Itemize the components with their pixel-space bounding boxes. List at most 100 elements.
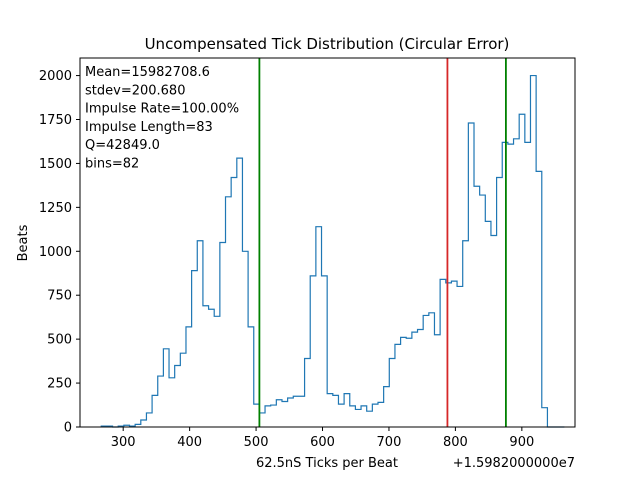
histogram-bin [542,408,548,427]
y-tick-label: 0 [64,421,72,436]
histogram-bin [214,316,220,427]
vertical-markers [258,58,507,427]
stats-annotation: Mean=15982708.6 stdev=200.680 Impulse Rate… [85,65,239,172]
stats-line: Impulse Length=83 [85,120,213,135]
histogram-bin [497,177,503,427]
y-tick-label: 1250 [39,201,72,216]
histogram-bin [203,306,209,427]
histogram-bin [519,114,525,427]
x-tick-label: 600 [310,435,335,450]
y-axis-title: Beats [16,224,31,261]
x-tick-label: 300 [111,435,136,450]
y-tick-label: 1500 [39,157,72,172]
histogram-bin [282,402,288,427]
histogram-bin [327,394,333,427]
histogram-bin [276,400,282,427]
stats-line: Impulse Rate=100.00% [85,102,239,117]
histogram-step-line [100,74,565,428]
plot-frame [79,57,576,428]
histogram-bin [406,338,412,427]
histogram-bin [395,344,401,427]
histogram-bin [355,409,361,427]
histogram-bin [508,144,514,427]
histogram-bin [293,396,299,427]
histogram-bin [192,271,198,427]
histogram-bin [248,327,254,427]
histogram-bin [333,395,339,427]
histogram-bin [141,420,147,427]
x-axis-title: 62.5nS Ticks per Beat [256,456,398,471]
histogram-bin [474,186,480,427]
histogram-bin [316,227,322,427]
stats-line: Q=42849.0 [85,138,160,153]
histogram-bin [361,406,367,427]
histogram-bin [429,313,435,427]
histogram-bin [242,251,248,427]
histogram-bin [146,413,152,427]
histogram-bin [231,177,237,427]
histogram-bin [265,406,271,427]
histogram-bin [237,158,243,427]
stats-line: Mean=15982708.6 [85,65,210,80]
histogram-bin [468,123,474,427]
histogram-bin [389,358,395,427]
x-axis: 300 400 500 600 700 800 900 [111,427,534,450]
x-tick-label: 700 [377,435,402,450]
histogram-bin [305,358,311,427]
y-tick-label: 500 [47,333,72,348]
histogram-bin [350,406,356,427]
histogram-bin [530,76,536,427]
histogram-bin [525,142,531,427]
histogram-bin [480,195,486,427]
x-axis-offset-label: +1.5982000000e7 [453,456,575,471]
histogram-bin [463,241,469,427]
histogram-bin [299,396,305,427]
x-tick-label: 500 [244,435,269,450]
histogram-bin [384,387,390,427]
histogram-bin [451,281,457,427]
histogram-bin [197,241,203,427]
histogram-series [100,74,565,428]
histogram-bin [169,378,175,427]
histogram-bin [378,402,384,427]
chart-title: Uncompensated Tick Distribution (Circula… [145,35,510,53]
y-tick-label: 2000 [39,69,72,84]
histogram-bin [180,353,186,427]
y-axis: 0 250 500 750 1000 1250 1500 1750 2000 [39,69,80,436]
x-tick-label: 800 [443,435,468,450]
histogram-bin [418,329,424,427]
histogram-bin [485,221,491,427]
histogram-bin [367,411,373,427]
histogram-bin [338,404,344,427]
histogram-bin [514,139,520,427]
histogram-bin [440,279,446,427]
histogram-bin [434,335,440,427]
histogram-bin [412,332,418,427]
y-tick-label: 750 [47,289,72,304]
histogram-bin [401,337,407,427]
histogram-bin [491,235,497,427]
histogram-bin [163,349,169,427]
histogram-bin [158,376,164,427]
histogram-bin [423,315,429,427]
histogram-bin [226,197,232,427]
histogram-bin [372,404,378,427]
histogram-bin [322,276,328,427]
histogram-bin [152,395,158,427]
histogram-bin [175,366,181,428]
histogram-bin [209,309,215,427]
histogram-bin [310,276,316,427]
y-tick-label: 250 [47,377,72,392]
x-tick-label: 400 [177,435,202,450]
histogram-bin [288,398,294,427]
stats-line: bins=82 [85,157,139,172]
histogram-bin [536,171,542,427]
y-tick-label: 1000 [39,245,72,260]
histogram-bin [186,327,192,427]
y-tick-label: 1750 [39,113,72,128]
histogram-bin [457,286,463,427]
histogram-bin [220,243,226,428]
histogram-bin [344,394,350,427]
stats-line: stdev=200.680 [85,83,185,98]
